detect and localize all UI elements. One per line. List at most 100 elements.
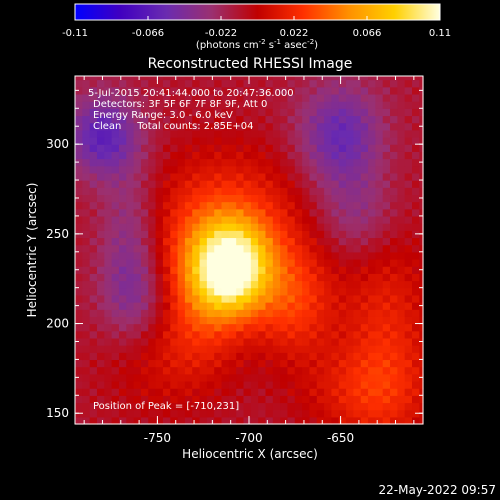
heatmap-cell [390, 208, 398, 217]
heatmap-cell [382, 316, 391, 325]
heatmap-cell [206, 151, 215, 160]
heatmap-cell [302, 380, 311, 389]
heatmap-cell [148, 244, 157, 253]
heatmap-cell [368, 345, 376, 353]
heatmap-cell [89, 215, 98, 224]
heatmap-cell [199, 115, 208, 124]
heatmap-cell [287, 115, 296, 124]
heatmap-cell [236, 302, 245, 310]
heatmap-cell [265, 388, 274, 396]
heatmap-cell [177, 388, 186, 396]
heatmap-cell [375, 380, 384, 389]
heatmap-cell [368, 373, 376, 382]
heatmap-cell [324, 273, 333, 282]
heatmap-cell [419, 294, 424, 303]
heatmap-cell [133, 129, 142, 138]
heatmap-cell [368, 76, 376, 81]
heatmap-cell [82, 230, 91, 239]
heatmap-cell [118, 144, 127, 152]
heatmap-cell [316, 388, 325, 396]
heatmap-cell [302, 136, 311, 145]
heatmap-cell [250, 309, 259, 317]
heatmap-cell [346, 144, 354, 152]
heatmap-cell [302, 187, 311, 195]
heatmap-cell [368, 158, 376, 167]
heatmap-cell [302, 165, 311, 174]
heatmap-cell [412, 330, 420, 339]
heatmap-cell [390, 194, 398, 203]
heatmap-cell [236, 345, 245, 353]
heatmap-cell [316, 122, 325, 131]
heatmap-cell [206, 309, 215, 317]
heatmap-cell [118, 266, 127, 274]
heatmap-cell [75, 280, 83, 289]
heatmap-cell [170, 302, 179, 310]
heatmap-cell [272, 158, 281, 167]
heatmap-cell [375, 201, 384, 210]
heatmap-cell [265, 215, 274, 224]
heatmap-cell [192, 316, 201, 325]
heatmap-cell [214, 287, 223, 296]
heatmap-cell [375, 215, 384, 224]
time-range-text: 5-Jul-2015 20:41:44.000 to 20:47:36.000 [88, 88, 294, 99]
heatmap-cell [177, 151, 186, 160]
heatmap-cell [265, 287, 274, 296]
heatmap-cell [272, 287, 281, 296]
heatmap-cell [390, 115, 398, 124]
heatmap-cell [309, 309, 318, 317]
heatmap-cell [75, 76, 83, 81]
heatmap-cell [250, 187, 259, 195]
heatmap-cell [243, 108, 252, 117]
heatmap-cell [250, 144, 259, 152]
heatmap-cell [287, 136, 296, 145]
heatmap-cell [126, 172, 135, 181]
heatmap-cell [118, 273, 127, 282]
heatmap-cell [155, 230, 164, 239]
heatmap-cell [412, 273, 420, 282]
heatmap-cell [96, 251, 105, 260]
heatmap-cell [324, 352, 333, 361]
heatmap-cell [368, 273, 376, 282]
heatmap-cell [96, 237, 105, 246]
heatmap-cell [368, 201, 376, 210]
heatmap-cell [280, 402, 289, 411]
heatmap-cell [118, 359, 127, 368]
heatmap-cell [104, 223, 113, 231]
heatmap-cell [265, 151, 274, 160]
heatmap-cell [412, 129, 420, 138]
heatmap-cell [346, 309, 354, 317]
heatmap-cell [250, 258, 259, 267]
heatmap-cell [338, 388, 347, 396]
heatmap-cell [199, 409, 208, 418]
heatmap-cell [360, 330, 369, 339]
heatmap-cell [184, 237, 193, 246]
heatmap-cell [390, 273, 398, 282]
heatmap-cell [104, 294, 113, 303]
heatmap-cell [155, 330, 164, 339]
heatmap-cell [250, 345, 259, 353]
heatmap-cell [89, 180, 98, 188]
heatmap-cell [382, 144, 391, 152]
heatmap-cell [82, 93, 91, 102]
heatmap-cell [96, 266, 105, 274]
heatmap-cell [382, 416, 391, 425]
heatmap-cell [89, 244, 98, 253]
heatmap-cell [170, 76, 179, 81]
heatmap-cell [272, 165, 281, 174]
heatmap-cell [375, 129, 384, 138]
heatmap-cell [111, 151, 120, 160]
heatmap-cell [199, 194, 208, 203]
heatmap-cell [294, 215, 303, 224]
heatmap-cell [184, 416, 193, 425]
heatmap-cell [228, 223, 237, 231]
heatmap-cell [133, 316, 142, 325]
heatmap-cell [82, 158, 91, 167]
heatmap-cell [258, 201, 267, 210]
heatmap-cell [287, 309, 296, 317]
heatmap-cell [228, 194, 237, 203]
heatmap-cell [294, 187, 303, 195]
heatmap-cell [294, 129, 303, 138]
heatmap-cell [302, 323, 311, 332]
heatmap-cell [96, 287, 105, 296]
heatmap-cell [126, 76, 135, 81]
